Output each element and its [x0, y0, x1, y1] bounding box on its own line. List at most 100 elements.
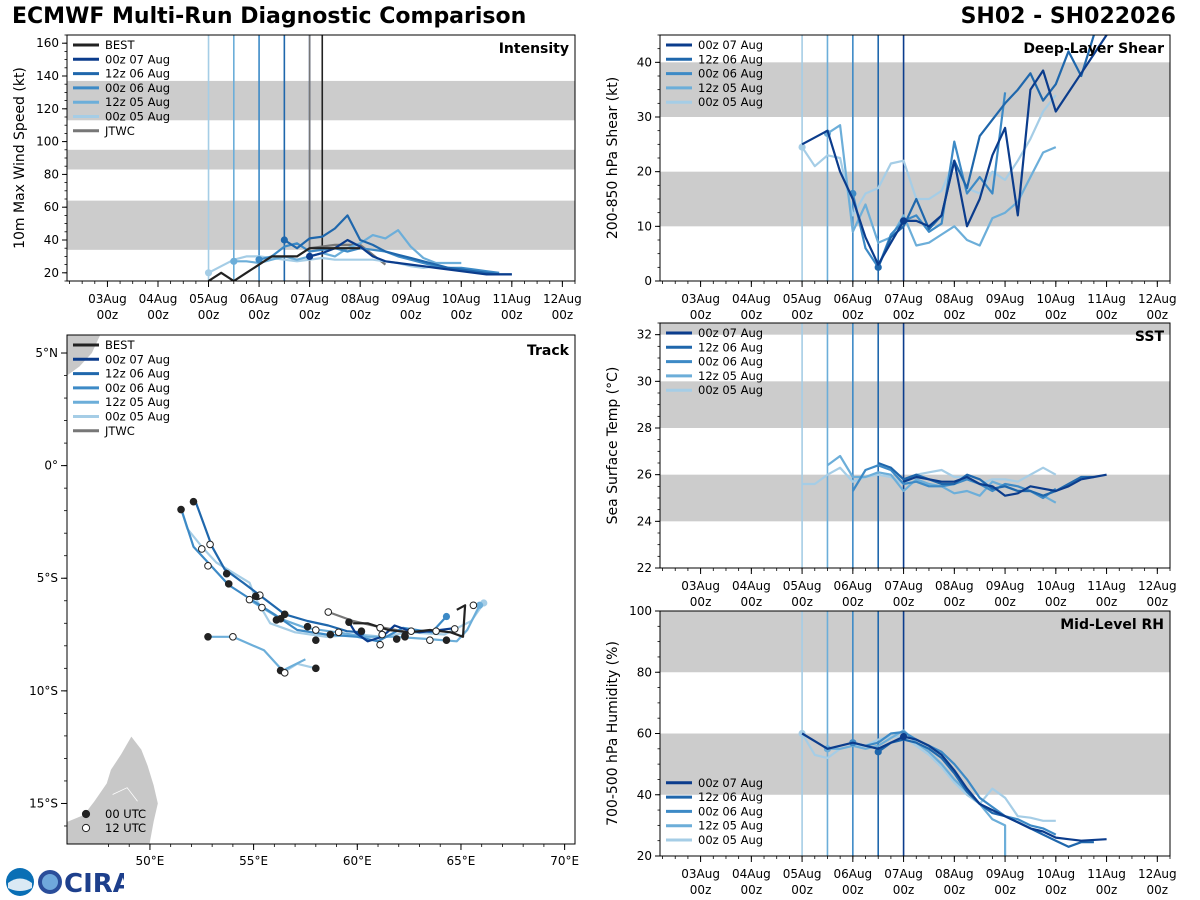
intensity-x-tick-day: 11Aug: [492, 292, 531, 306]
intensity-x-tick-day: 03Aug: [88, 292, 127, 306]
track-x-tick-label: 50°E: [136, 854, 165, 868]
track-00utc-dot: [312, 664, 320, 673]
track-init-marker: [476, 601, 484, 609]
sst-y-tick-label: 32: [637, 328, 652, 342]
rh-plot-area: [660, 611, 1170, 856]
sst-x-tick-hour: 00z: [893, 595, 915, 609]
sst-legend-label: 00z 05 Aug: [698, 383, 763, 397]
rh-y-tick-label: 20: [637, 849, 652, 863]
shear-series-00z-07-aug: [801, 35, 1108, 266]
intensity-series-12z-06-aug: [283, 214, 512, 276]
track-12z-05-aug: [208, 635, 306, 672]
track-00utc-dot: [345, 618, 353, 626]
sst-x-tick-day: 03Aug: [681, 579, 720, 593]
shear-y-tick-label: 40: [637, 55, 652, 69]
intensity-legend-label: 00z 05 Aug: [105, 110, 170, 124]
intensity-y-axis-label: 10m Max Wind Speed (kt): [12, 67, 28, 249]
shear-init-marker: [874, 263, 882, 271]
track-12utc-dot: [206, 540, 214, 549]
intensity-x-tick-hour: 00z: [248, 308, 270, 322]
rh-legend-label: 12z 05 Aug: [698, 819, 763, 833]
shear-panel-title: Deep-Layer Shear: [1023, 41, 1164, 57]
rh-x-tick-day: 08Aug: [935, 867, 974, 881]
shear-y-tick-label: 20: [637, 165, 652, 179]
rh-series-00z-06-aug: [852, 730, 1057, 836]
track-00utc-dot: [276, 614, 285, 623]
sst-legend-label: 12z 06 Aug: [698, 340, 763, 354]
rh-x-tick-hour: 00z: [944, 883, 966, 897]
storm-id: SH02 - SH022026: [960, 4, 1176, 29]
sst-y-tick-label: 30: [637, 374, 652, 388]
intensity-panel-title: Intensity: [499, 41, 569, 57]
shear-x-tick-day: 09Aug: [986, 292, 1025, 306]
track-frame: [66, 334, 576, 845]
figure-title: ECMWF Multi-Run Diagnostic Comparison: [12, 4, 527, 29]
rh-x-tick-day: 11Aug: [1087, 867, 1126, 881]
intensity-x-tick-hour: 00z: [198, 308, 220, 322]
track-x-tick-label: 55°E: [239, 854, 268, 868]
track-00utc-dot: [251, 592, 260, 601]
track-12utc-dot: [426, 636, 434, 644]
cira-logo: CIRA: [6, 868, 124, 898]
shear-x-tick-day: 08Aug: [935, 292, 974, 306]
sst-x-tick-hour: 00z: [741, 595, 763, 609]
track-12utc-dot: [450, 625, 459, 633]
rh-x-tick-day: 06Aug: [833, 867, 872, 881]
intensity-band: [67, 80, 575, 121]
track-legend-label: 12z 05 Aug: [105, 395, 170, 409]
track-00utc-dot: [326, 630, 335, 639]
track-panel-title: Track: [527, 343, 570, 359]
track-legend-label: 12z 06 Aug: [105, 367, 170, 381]
shear-x-tick-day: 07Aug: [884, 292, 923, 306]
sst-x-tick-day: 12Aug: [1138, 579, 1177, 593]
sst-band: [660, 323, 1170, 335]
rh-band: [660, 611, 1170, 673]
track-best: [353, 604, 467, 638]
track-00utc-dot: [189, 497, 198, 506]
sst-panel-title: SST: [1135, 329, 1165, 345]
sst-panel: 22 24 26 28 30 32 03Aug 00z 04Aug 00z 05Aug 00z 06Au…: [605, 322, 1177, 609]
rh-panel: 20 40 60 80 100 03Aug 00z 04Aug 00z 05Aug 00z 06Aug…: [605, 604, 1177, 897]
rh-x-tick-day: 04Aug: [732, 867, 771, 881]
shear-x-tick-hour: 00z: [1096, 308, 1118, 322]
sst-legend-label: 00z 07 Aug: [698, 326, 763, 340]
rh-series-12z-06-aug: [877, 738, 1094, 848]
rh-x-tick-hour: 00z: [791, 883, 813, 897]
track-00utc-dot: [177, 505, 185, 514]
track-legend-label: 00z 05 Aug: [105, 410, 170, 424]
rh-y-tick-label: 80: [637, 665, 652, 679]
sst-frame: [659, 322, 1171, 569]
rh-series-00z-07-aug: [801, 732, 1107, 842]
rh-x-tick-day: 12Aug: [1138, 867, 1177, 881]
rh-x-tick-hour: 00z: [1045, 883, 1067, 897]
intensity-legend-label: 12z 06 Aug: [105, 67, 170, 81]
shear-x-tick-hour: 00z: [690, 308, 712, 322]
intensity-legend-label: 12z 05 Aug: [105, 95, 170, 109]
somalia-landmass: [67, 335, 101, 376]
intensity-x-tick-day: 12Aug: [543, 292, 582, 306]
rh-legend-label: 00z 06 Aug: [698, 804, 763, 818]
sst-x-tick-hour: 00z: [690, 595, 712, 609]
intensity-series-jtwc: [309, 243, 387, 266]
track-12z-06-aug: [194, 501, 362, 634]
shear-x-tick-hour: 00z: [1045, 308, 1067, 322]
sst-y-tick-label: 24: [637, 514, 652, 528]
intensity-x-tick-hour: 00z: [400, 308, 422, 322]
intensity-panel: 20 40 60 80 100 120 140 160 03Aug 00z 04Aug 00z 05Au…: [12, 34, 582, 322]
intensity-init-marker: [204, 269, 213, 277]
shear-x-tick-hour: 00z: [994, 308, 1016, 322]
intensity-legend-label: BEST: [105, 38, 135, 52]
rh-panel-title: Mid-Level RH: [1060, 617, 1164, 633]
rh-x-tick-hour: 00z: [1147, 883, 1169, 897]
rh-legend-label: 00z 05 Aug: [698, 833, 763, 847]
sst-x-tick-hour: 00z: [994, 595, 1016, 609]
rh-legend-label: 12z 06 Aug: [698, 790, 763, 804]
track-00utc-dot: [312, 636, 320, 644]
intensity-x-tick-day: 07Aug: [290, 292, 329, 306]
track-12utc-dot: [204, 562, 212, 570]
intensity-y-tick-label: 140: [36, 69, 59, 83]
track-12utc-dot: [432, 627, 440, 635]
shear-y-tick-label: 0: [644, 274, 652, 288]
shear-band: [660, 171, 1170, 227]
intensity-series-00z-06-aug: [258, 242, 500, 274]
